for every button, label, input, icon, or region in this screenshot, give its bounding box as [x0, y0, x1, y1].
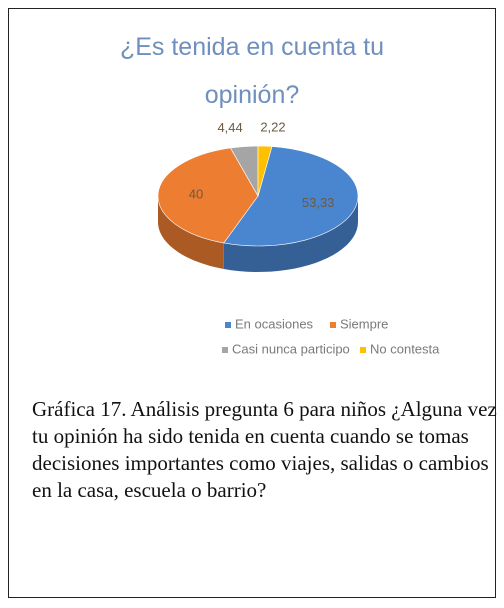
data-label: 40	[189, 186, 203, 201]
data-label: 2,22	[260, 120, 285, 135]
legend-label: Casi nunca participo	[232, 341, 350, 356]
frame	[8, 8, 496, 598]
legend-swatch	[222, 347, 228, 353]
legend-label: No contesta	[370, 341, 440, 356]
pie-slice-side	[223, 196, 358, 272]
pie-slice	[257, 145, 273, 197]
legend-swatch	[225, 322, 231, 328]
pie-slice	[157, 147, 259, 244]
pie-slice	[223, 146, 359, 247]
legend-swatch	[330, 322, 336, 328]
data-label: 53,33	[302, 195, 335, 210]
chart-title: ¿Es tenida en cuenta tu opinión?	[120, 33, 384, 109]
data-label: 4,44	[217, 120, 242, 135]
pie-slice-side	[158, 196, 224, 269]
legend-label: Siempre	[340, 316, 388, 331]
legend-label: En ocasiones	[235, 316, 314, 331]
legend-swatch	[360, 347, 366, 353]
caption: Gráfica 17. Análisis pregunta 6 para niñ…	[32, 397, 497, 502]
